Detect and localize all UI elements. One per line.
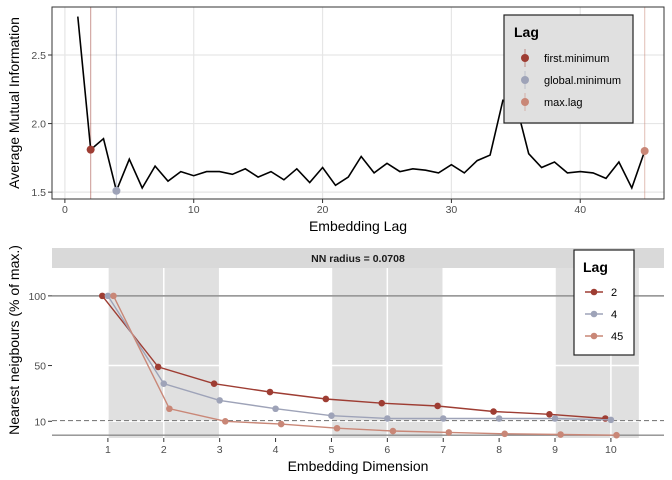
nn-series-point xyxy=(490,408,497,415)
nn-x-tick-label: 10 xyxy=(605,444,617,456)
ami-x-tick-label: 0 xyxy=(62,204,68,216)
ami-y-axis-label: Average Mutual Information xyxy=(6,17,22,189)
ami-x-axis: 0 10 20 30 40 xyxy=(62,199,586,216)
ami-legend-items: first.minimum global.minimum max.lag xyxy=(521,49,621,111)
nn-series-point xyxy=(439,415,447,422)
ami-legend-label: global.minimum xyxy=(544,75,621,87)
ami-lag-point xyxy=(86,145,95,154)
nn-x-tick-label: 4 xyxy=(273,444,279,456)
nn-legend-label: 2 xyxy=(611,287,617,299)
ami-panel: 0 10 20 30 40 1.5 2.0 2.5 Embedding Lag Averag… xyxy=(6,6,665,234)
nn-legend-key-point xyxy=(590,310,598,318)
nn-series-point xyxy=(322,395,330,403)
ami-legend-key-point xyxy=(521,76,529,84)
nn-x-tick-label: 8 xyxy=(496,444,502,456)
nn-title-strip xyxy=(52,248,664,268)
nn-legend-box xyxy=(573,249,635,356)
nn-series-line xyxy=(101,295,606,420)
ami-lag-points xyxy=(86,145,649,195)
ami-y-tick-label: 2.5 xyxy=(31,50,46,62)
ami-x-tick-label: 40 xyxy=(574,204,586,216)
nn-legend: Lag 2 4 45 xyxy=(573,249,635,356)
nn-y-axis-label: Nearest neigbours (% of max.) xyxy=(6,245,22,435)
ami-legend: Lag first.minimum global.minimum max.lag xyxy=(503,14,634,124)
nn-y-tick-label: 100 xyxy=(28,291,46,303)
nn-series-point xyxy=(221,417,229,425)
ami-legend-key-point xyxy=(521,54,529,62)
nn-legend-label: 45 xyxy=(611,331,623,343)
nn-series-point xyxy=(434,402,441,410)
ami-lag-markers xyxy=(90,7,646,199)
nn-series-point xyxy=(602,415,609,422)
nn-series-point xyxy=(216,397,223,404)
ami-plot-border xyxy=(51,6,665,200)
nn-legend-key-point xyxy=(590,288,598,296)
ami-lag-point xyxy=(112,186,121,195)
ami-legend-key-point xyxy=(521,98,529,106)
nn-series-point xyxy=(495,415,503,422)
ami-x-axis-label: Embedding Lag xyxy=(309,218,407,234)
nn-series-point xyxy=(445,429,453,436)
nn-x-axis: 1 2 3 4 5 6 7 8 9 10 xyxy=(105,438,617,456)
ami-line xyxy=(77,16,646,194)
nn-legend-title: Lag xyxy=(583,259,608,275)
nn-series-point xyxy=(501,430,509,438)
nn-y-tick-label: 50 xyxy=(34,361,46,373)
nn-series-point xyxy=(384,415,391,422)
ami-x-tick-label: 10 xyxy=(188,204,200,216)
ami-legend-label: max.lag xyxy=(544,97,583,109)
ami-x-tick-label: 30 xyxy=(446,204,458,216)
nn-x-tick-label: 1 xyxy=(105,444,111,456)
nn-x-tick-label: 9 xyxy=(552,444,558,456)
nn-x-tick-label: 2 xyxy=(161,444,167,456)
ami-x-tick-label: 20 xyxy=(317,204,329,216)
ami-y-tick-label: 1.5 xyxy=(31,187,46,199)
nn-series-point xyxy=(266,388,274,396)
ami-legend-title: Lag xyxy=(514,24,539,40)
ami-legend-label: first.minimum xyxy=(544,53,609,65)
nn-series-point xyxy=(99,292,106,300)
nn-y-axis: 10 50 100 xyxy=(28,291,52,428)
nn-x-tick-label: 5 xyxy=(329,444,335,456)
nn-series-point xyxy=(546,411,553,418)
ami-y-axis: 1.5 2.0 2.5 xyxy=(31,50,52,199)
nn-series-point xyxy=(378,399,386,407)
nn-legend-label: 4 xyxy=(611,309,617,321)
nn-series-point xyxy=(557,431,564,438)
nn-x-tick-label: 6 xyxy=(384,444,390,456)
nn-series-line xyxy=(107,295,611,421)
nn-series-point xyxy=(104,292,112,300)
nn-series-point xyxy=(389,427,397,435)
nn-x-axis-label: Embedding Dimension xyxy=(288,458,429,474)
nn-series-point xyxy=(551,415,559,422)
nn-legend-key-point xyxy=(590,332,598,340)
ami-lag-point xyxy=(640,147,649,155)
nn-series-point xyxy=(160,380,168,387)
nn-series-point xyxy=(210,380,218,387)
nn-series-group xyxy=(99,292,620,439)
nn-series-point xyxy=(166,405,173,413)
nn-title: NN radius = 0.0708 xyxy=(311,253,405,265)
nn-y-tick-label: 10 xyxy=(34,416,46,428)
ami-y-tick-label: 2.0 xyxy=(31,119,46,131)
nn-series-line xyxy=(112,295,617,436)
nn-series-point xyxy=(607,416,615,424)
nn-series-point xyxy=(110,292,117,300)
nn-series-point xyxy=(333,424,341,432)
nn-x-tick-label: 7 xyxy=(440,444,446,456)
nn-series-point xyxy=(272,405,279,413)
nn-series-point xyxy=(277,420,285,428)
nn-x-tick-label: 3 xyxy=(217,444,223,456)
nn-legend-items: 2 4 45 xyxy=(585,287,623,343)
nn-series-point xyxy=(328,412,335,420)
nn-series-point xyxy=(154,363,162,371)
nn-series-point xyxy=(613,431,620,439)
